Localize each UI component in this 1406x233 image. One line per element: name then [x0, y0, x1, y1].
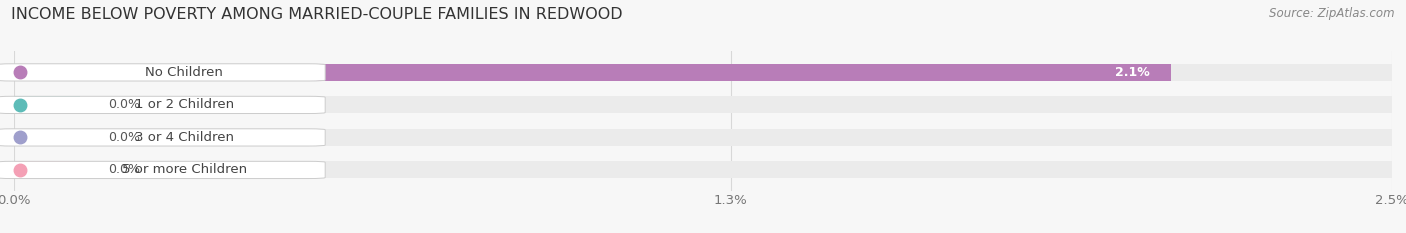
Text: 0.0%: 0.0%: [108, 131, 139, 144]
Text: 5 or more Children: 5 or more Children: [122, 163, 247, 176]
Bar: [14, 96, 1392, 113]
FancyBboxPatch shape: [0, 96, 325, 113]
Bar: [14, 64, 1171, 81]
Text: 0.0%: 0.0%: [108, 163, 139, 176]
Text: INCOME BELOW POVERTY AMONG MARRIED-COUPLE FAMILIES IN REDWOOD: INCOME BELOW POVERTY AMONG MARRIED-COUPL…: [11, 7, 623, 22]
Bar: [14, 161, 80, 178]
FancyBboxPatch shape: [0, 161, 325, 178]
Text: Source: ZipAtlas.com: Source: ZipAtlas.com: [1270, 7, 1395, 20]
Bar: [14, 161, 1392, 178]
Text: 2.1%: 2.1%: [1115, 66, 1150, 79]
Bar: [14, 129, 80, 146]
Text: No Children: No Children: [145, 66, 224, 79]
Bar: [14, 96, 80, 113]
FancyBboxPatch shape: [0, 129, 325, 146]
Text: 3 or 4 Children: 3 or 4 Children: [135, 131, 233, 144]
Bar: [14, 64, 1392, 81]
Bar: [14, 129, 1392, 146]
FancyBboxPatch shape: [0, 64, 325, 81]
Text: 1 or 2 Children: 1 or 2 Children: [135, 98, 233, 111]
Text: 0.0%: 0.0%: [108, 98, 139, 111]
